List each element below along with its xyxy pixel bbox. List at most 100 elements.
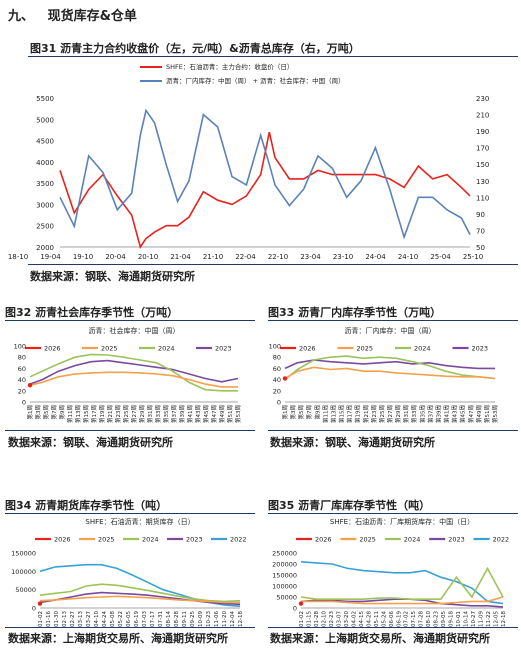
legend-label-2024: 2024 (414, 345, 431, 353)
x-tick-label: 20-04 (105, 253, 126, 261)
y-tick-label: 20 (273, 387, 281, 395)
x-tick-label: 第5周 (42, 405, 50, 420)
y-tick-label: 80 (273, 354, 281, 362)
legend-label-2025: 2025 (98, 536, 115, 544)
x-tick-label: 02-13 (62, 611, 68, 627)
x-tick-label: 05-24 (381, 611, 387, 627)
x-tick-label: 第3周 (289, 405, 297, 420)
y-tick-label: 100 (14, 343, 26, 351)
y-right-tick-label: 50 (476, 244, 485, 252)
legend-label-2023: 2023 (448, 536, 465, 544)
section-title: 九、 现货库存&仓单 (8, 5, 137, 24)
y-right-tick-label: 190 (476, 128, 489, 136)
x-tick-label: 07-15 (411, 611, 417, 627)
x-tick-label: 第49周 (218, 405, 226, 423)
x-tick-label: 25-04 (430, 253, 451, 261)
x-tick-label: 第33周 (410, 405, 418, 423)
chart-subtitle: SHFE：石油沥青：期货库存（日） (85, 517, 194, 526)
x-tick-label: 03-13 (78, 611, 84, 627)
chart-subtitle: SHFE：石油沥青：厂库期货库存：中国（日） (330, 517, 474, 526)
x-tick-label: 01-02 (299, 611, 305, 627)
x-tick-label: 第21周 (362, 405, 370, 423)
legend-label-2026: 2026 (315, 536, 332, 544)
y-tick-label: 80 (18, 354, 26, 362)
y-tick-label: 200000 (272, 561, 297, 569)
legend-label-2025: 2025 (357, 345, 374, 353)
x-tick-label: 10-09 (198, 611, 204, 627)
figure32-rule-bottom (5, 430, 255, 431)
legend-label-2025: 2025 (101, 345, 118, 353)
series-line-2024 (29, 353, 238, 392)
x-tick-label: 第27周 (130, 405, 138, 423)
figure31-caption: 图31 沥青主力合约收盘价（左，元/吨）&沥青总库存（右，万吨） (30, 42, 360, 55)
x-tick-label: 第11周 (321, 405, 329, 423)
x-tick-label: 第51周 (483, 405, 491, 423)
x-tick-label: 第37周 (426, 405, 434, 423)
series-line-2023 (39, 591, 241, 606)
x-tick-label: 第9周 (58, 405, 66, 420)
x-tick-label: 05-08 (110, 611, 116, 627)
y-left-tick-label: 3500 (36, 180, 54, 188)
x-tick-label: 04-24 (102, 611, 108, 627)
x-tick-label: 第47周 (467, 405, 475, 423)
y-right-tick-label: 150 (476, 161, 489, 169)
y-left-tick-label: 5500 (36, 95, 54, 103)
y-left-tick-label: 2500 (36, 223, 54, 231)
y-right-tick-label: 170 (476, 145, 489, 153)
y-tick-label: 60 (273, 365, 281, 373)
x-tick-label: 18-10 (8, 253, 28, 261)
x-tick-label: 07-28 (419, 611, 425, 627)
x-tick-label: 04-28 (366, 611, 372, 627)
y-tick-label: 20 (18, 387, 26, 395)
y-tick-label: 50000 (276, 594, 297, 602)
x-tick-label: 第3周 (34, 405, 42, 420)
x-tick-label: 06-19 (396, 611, 402, 627)
x-tick-label: 08-10 (426, 611, 432, 627)
x-tick-label: 22-04 (235, 253, 256, 261)
y-right-tick-label: 110 (476, 194, 489, 202)
series-point-2026 (298, 601, 304, 606)
y-tick-label: 0 (32, 605, 36, 613)
x-tick-label: 23-10 (333, 253, 353, 261)
series-point-2026 (37, 601, 43, 606)
x-tick-label: 02-27 (70, 611, 76, 627)
chart-subtitle: 沥青：厂内库存：中国（周） (345, 326, 436, 335)
series-line-2022 (300, 561, 504, 605)
legend-label-2023: 2023 (472, 345, 489, 353)
figure33-rule (268, 320, 518, 321)
y-right-tick-label: 130 (476, 178, 489, 186)
x-tick-label: 09-11 (182, 611, 188, 627)
x-tick-label: 09-05 (441, 611, 447, 627)
legend-label-stock: 沥青：厂内库存：中国（周） + 沥青：社会库存：中国（周） (166, 76, 345, 85)
x-tick-label: 12-18 (501, 611, 507, 627)
y-left-tick-label: 3000 (36, 201, 54, 209)
figure35-chart: SHFE：石油沥青：厂库期货库存：中国（日） 2026 2025 2024 2023 20… (272, 517, 509, 627)
figure35-caption: 图35 沥青厂库库存季节性（吨） (268, 499, 431, 512)
x-tick-label: 08-14 (166, 611, 172, 627)
legend-label-2024: 2024 (158, 345, 175, 353)
legend-label-2022: 2022 (230, 536, 247, 544)
figure32-source: 数据来源：钢联、海通期货研究所 (8, 436, 173, 449)
y-tick-label: 0 (293, 605, 297, 613)
x-tick-label: 21-04 (170, 253, 191, 261)
x-tick-label: 03-27 (86, 611, 92, 627)
x-tick-label: 第19周 (98, 405, 106, 423)
figure35-rule (268, 513, 518, 514)
x-tick-label: 05-22 (118, 611, 124, 627)
x-tick-label: 第43周 (451, 405, 459, 423)
x-tick-label: 12-18 (238, 611, 244, 627)
legend-label-2024: 2024 (404, 536, 421, 544)
series-line-2023 (29, 359, 239, 385)
figure35-rule-bottom (268, 627, 518, 628)
x-tick-label: 20-10 (138, 253, 158, 261)
legend-label-2026: 2026 (44, 345, 61, 353)
figure33-chart: 沥青：厂内库存：中国（周） 2026 2025 2024 2023 0 20 40 60 80 10… (269, 326, 499, 423)
x-tick-label: 25-10 (463, 253, 483, 261)
x-tick-label: 02-10 (321, 611, 327, 627)
legend-label-price: SHFE：石油沥青：主力合约：收盘价（日） (166, 62, 293, 71)
x-tick-label: 第17周 (346, 405, 354, 423)
legend-label-2023: 2023 (215, 345, 232, 353)
series-line-2025 (284, 366, 496, 380)
y-tick-label: 150000 (272, 572, 297, 580)
x-tick-label: 08-23 (434, 611, 440, 627)
